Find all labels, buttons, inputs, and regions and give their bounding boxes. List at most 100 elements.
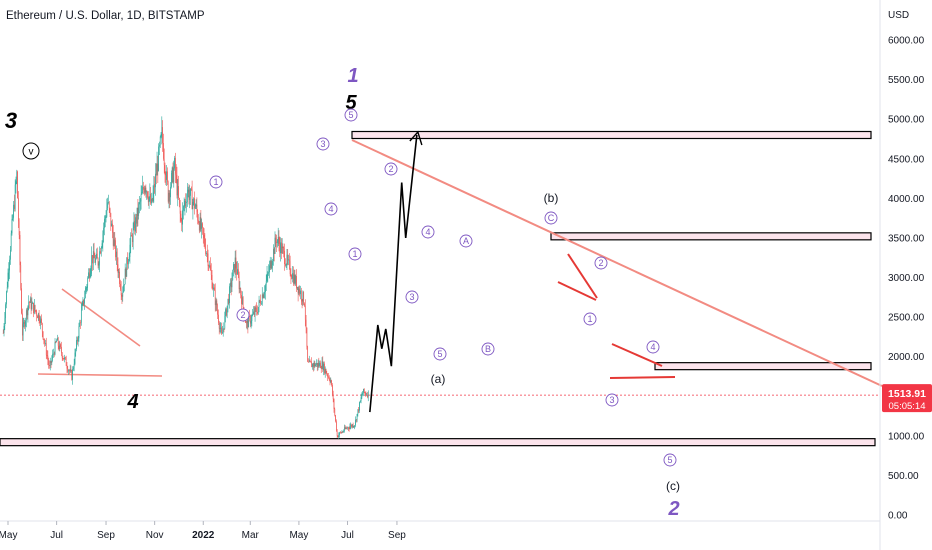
candle-body: [172, 167, 174, 183]
candle-body: [322, 361, 324, 371]
wave-label-c: (c): [666, 479, 680, 493]
candle-body: [92, 251, 94, 264]
candle-body: [207, 253, 209, 266]
candle-body: [6, 287, 8, 292]
candle-body: [3, 325, 5, 334]
candle-body: [19, 234, 21, 266]
candle-body: [75, 349, 77, 353]
candle-body: [312, 363, 313, 368]
projection-path: [369, 130, 423, 413]
candle-body: [108, 202, 109, 203]
candle-body: [247, 320, 249, 328]
candle-body: [277, 240, 278, 244]
candle-body: [160, 133, 162, 137]
circled-wave-label: 2: [598, 258, 603, 268]
candle-body: [340, 432, 342, 434]
candle-body: [313, 362, 315, 367]
candle-body: [16, 171, 18, 182]
candle-body: [2, 332, 4, 334]
candle-body: [100, 247, 102, 254]
candle-body: [111, 223, 112, 227]
candle-body: [14, 184, 16, 209]
candle-body: [159, 145, 160, 147]
candle-body: [45, 343, 47, 356]
candle-body: [155, 173, 156, 188]
candle-body: [151, 198, 152, 204]
circled-wave-label: 3: [609, 395, 614, 405]
x-axis[interactable]: May Jul Sep Nov 2022 Mar May Jul Sep: [0, 521, 406, 541]
candle-body: [153, 184, 155, 193]
candle-body: [281, 242, 282, 254]
candle-body: [352, 424, 354, 427]
price-badge-value: 1513.91: [888, 388, 926, 400]
candle-body: [291, 277, 293, 279]
wave-label-a: (a): [431, 372, 446, 386]
candle-body: [323, 363, 324, 371]
candle-body: [327, 374, 328, 377]
candle-body: [137, 207, 139, 216]
x-tick-label: 2022: [192, 530, 215, 541]
candle-body: [83, 299, 85, 304]
circled-wave-label: 4: [425, 227, 430, 237]
candle-body: [318, 362, 320, 366]
candle-body: [171, 167, 173, 174]
candle-body: [356, 413, 358, 421]
candle-body: [230, 282, 231, 287]
candle-body: [269, 265, 270, 273]
candle-body: [304, 303, 305, 306]
candle-body: [259, 300, 261, 302]
candle-body: [162, 127, 163, 144]
y-axis[interactable]: USD 6000.00 5500.00 5000.00 4500.00 4000.00 35…: [888, 10, 925, 522]
candle-body: [306, 327, 308, 347]
candle-body: [297, 286, 299, 294]
circled-wave-label: 5: [667, 455, 672, 465]
candle-body: [152, 192, 154, 202]
candle-body: [93, 251, 95, 259]
candle-body: [343, 431, 344, 432]
candle-body: [354, 425, 356, 427]
candle-body: [241, 295, 242, 305]
circled-wave-label: 5: [348, 110, 353, 120]
candle-body: [332, 385, 333, 395]
candle-body: [157, 163, 159, 171]
circled-wave-label-circle: [344, 108, 358, 122]
candle-body: [328, 376, 330, 380]
candle-body: [242, 297, 244, 308]
candle-body: [108, 202, 110, 209]
candle-body: [359, 402, 360, 411]
candle-body: [79, 322, 81, 327]
circled-wave-label-circle: [663, 453, 677, 467]
candle-body: [279, 243, 281, 254]
circled-wave-label-circle: [348, 247, 362, 261]
candle-body: [29, 298, 31, 303]
candle-body: [237, 269, 239, 277]
candle-body: [293, 274, 295, 284]
candle-body: [272, 260, 273, 266]
candle-body: [147, 197, 149, 203]
candle-body: [139, 202, 140, 205]
candle-body: [109, 208, 111, 213]
candle-body: [246, 320, 248, 323]
x-tick-label: May: [0, 530, 17, 541]
candle-body: [36, 311, 38, 316]
candle-body: [342, 431, 344, 433]
candle-body: [312, 363, 314, 367]
candle-body: [347, 427, 349, 429]
candle-body: [197, 211, 199, 221]
candle-body: [148, 197, 150, 203]
candle-body: [43, 338, 45, 341]
candle-body: [73, 367, 74, 370]
candle-body: [80, 310, 82, 323]
candle-body: [285, 264, 286, 266]
candle-body: [269, 261, 271, 266]
candle-body: [73, 363, 75, 368]
candle-body: [351, 424, 353, 427]
circled-wave-label-circle: [209, 175, 223, 189]
candle-body: [121, 295, 123, 297]
wave-label-1: 1: [347, 65, 358, 87]
candle-body: [175, 173, 177, 176]
candle-body: [7, 272, 9, 288]
candle-body: [206, 252, 207, 254]
candle-body: [77, 338, 79, 342]
